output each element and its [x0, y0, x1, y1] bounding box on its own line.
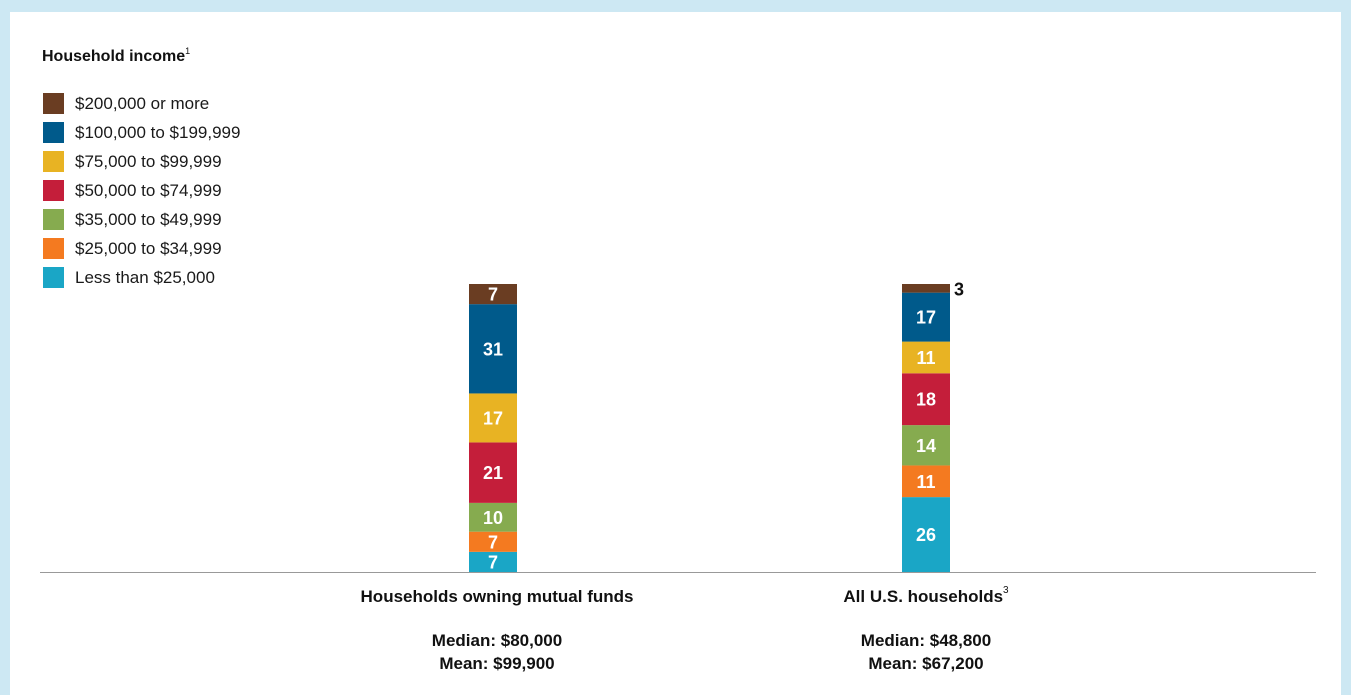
data-label: 10: [483, 508, 503, 528]
data-label: 17: [916, 308, 936, 328]
bar-segment: [469, 393, 517, 443]
legend-item: $35,000 to $49,999: [43, 205, 240, 234]
data-label: 31: [483, 339, 503, 359]
median-mutual-funds: Median: $80,000: [431, 631, 563, 650]
legend-item: Less than $25,000: [43, 263, 240, 292]
chart-panel: Household income1 $200,000 or more $100,0…: [10, 12, 1341, 695]
data-label: 18: [916, 390, 936, 410]
bar-segment: [902, 292, 950, 342]
stats-mutual-funds: Median: $80,000 Mean: $99,900: [317, 629, 677, 675]
bar-segment: [469, 284, 517, 305]
legend: $200,000 or more $100,000 to $199,999 $75,…: [43, 89, 240, 292]
chart-title: Household income1: [42, 46, 191, 65]
data-label: 17: [483, 408, 503, 428]
bar-segment: [902, 373, 950, 426]
bar-segment: [469, 551, 517, 572]
legend-item: $25,000 to $34,999: [43, 234, 240, 263]
legend-label: $25,000 to $34,999: [75, 238, 222, 258]
category-label-all-households: All U.S. households3: [843, 585, 1009, 606]
data-label: 7: [488, 532, 498, 552]
legend-label: $100,000 to $199,999: [75, 122, 241, 142]
bar-segment: [469, 502, 517, 532]
legend-label: Less than $25,000: [75, 267, 215, 287]
data-label: 7: [488, 552, 498, 572]
data-label: 26: [916, 525, 936, 545]
legend-label: $50,000 to $74,999: [75, 180, 222, 200]
bar-segment: [902, 425, 950, 466]
bar-segment: [902, 341, 950, 374]
legend-item: $75,000 to $99,999: [43, 147, 240, 176]
data-label: 11: [916, 348, 935, 368]
data-label: 3: [954, 279, 964, 299]
bar-segment: [902, 465, 950, 498]
data-label: 7: [488, 285, 498, 305]
legend-label: $75,000 to $99,999: [75, 151, 222, 171]
legend-label: $200,000 or more: [75, 93, 210, 113]
legend-swatch: [43, 151, 64, 172]
legend-item: $100,000 to $199,999: [43, 118, 240, 147]
data-label: 21: [483, 463, 503, 483]
bar-segment: [469, 304, 517, 394]
legend-swatch: [43, 122, 64, 143]
mean-all-households: Mean: $67,200: [868, 654, 984, 673]
legend-label: $35,000 to $49,999: [75, 209, 222, 229]
legend-item: $200,000 or more: [43, 89, 240, 118]
legend-swatch: [43, 267, 64, 288]
bar-segment: [902, 284, 950, 293]
legend-swatch: [43, 209, 64, 230]
legend-swatch: [43, 93, 64, 114]
median-all-households: Median: $48,800: [860, 631, 992, 650]
legend-swatch: [43, 180, 64, 201]
bar-segment: [902, 497, 950, 572]
data-label: 11: [916, 472, 935, 492]
legend-item: $50,000 to $74,999: [43, 176, 240, 205]
category-label-mutual-funds: Households owning mutual funds: [360, 587, 634, 606]
bar-segment: [469, 531, 517, 552]
legend-swatch: [43, 238, 64, 259]
mean-mutual-funds: Mean: $99,900: [439, 654, 555, 673]
bar-segment: [469, 442, 517, 503]
data-label: 14: [916, 436, 936, 456]
stats-all-households: Median: $48,800 Mean: $67,200: [746, 629, 1106, 675]
